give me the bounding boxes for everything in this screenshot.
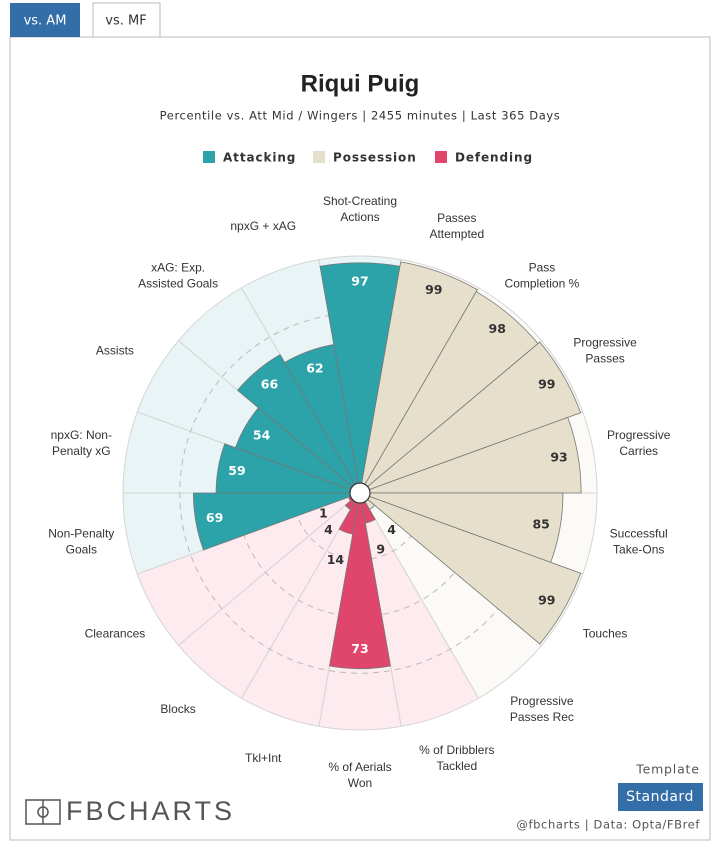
- logo-icon: [25, 799, 61, 825]
- category-label: Passes Rec: [510, 710, 574, 724]
- category-label: Progressive: [510, 694, 574, 708]
- value-label: 73: [351, 641, 368, 656]
- category-label: Progressive: [573, 336, 637, 350]
- category-label: Actions: [340, 210, 379, 224]
- category-label: Passes: [437, 211, 476, 225]
- category-label: Progressive: [607, 428, 671, 442]
- value-label: 59: [228, 463, 245, 478]
- value-label: 98: [489, 321, 506, 336]
- category-label: Tkl+Int: [245, 751, 282, 765]
- category-label: Pass: [529, 260, 556, 274]
- legend-swatch: [203, 151, 215, 163]
- category-label: Non-Penalty: [48, 526, 114, 540]
- template-button-label[interactable]: Standard: [626, 789, 694, 805]
- value-label: 4: [387, 522, 396, 537]
- legend-swatch: [313, 151, 325, 163]
- value-label: 14: [327, 552, 345, 567]
- category-label: Won: [348, 776, 372, 790]
- value-label: 66: [261, 377, 279, 392]
- category-label: Tackled: [436, 759, 477, 773]
- value-label: 1: [319, 506, 328, 521]
- tab-label[interactable]: vs. MF: [105, 14, 146, 29]
- category-label: Penalty xG: [52, 444, 111, 458]
- value-label: 62: [306, 361, 323, 376]
- template-button[interactable]: [618, 783, 703, 811]
- category-label: Attempted: [429, 227, 484, 241]
- legend-label: Attacking: [223, 151, 296, 165]
- tab-active[interactable]: [10, 3, 80, 37]
- value-label: 69: [206, 510, 223, 525]
- logo: FBCHARTS: [66, 796, 235, 826]
- credit: @fbcharts | Data: Opta/FBref: [516, 818, 700, 832]
- value-label: 85: [532, 516, 549, 531]
- category-label: Touches: [583, 627, 628, 641]
- value-label: 97: [351, 273, 368, 288]
- category-label: Clearances: [85, 627, 146, 641]
- legend-label: Defending: [455, 151, 533, 165]
- category-label: % of Aerials: [328, 760, 391, 774]
- legend-label: Possession: [333, 151, 417, 165]
- value-label: 54: [253, 428, 271, 443]
- template-label: Template: [635, 762, 699, 777]
- category-label: Passes: [585, 352, 624, 366]
- chart-title: Riqui Puig: [301, 70, 420, 97]
- category-label: xAG: Exp.: [151, 260, 205, 274]
- category-label: Assists: [96, 344, 134, 358]
- subtitle: Percentile vs. Att Mid / Wingers | 2455 …: [160, 109, 561, 123]
- category-label: npxG + xAG: [230, 219, 296, 233]
- category-label: Shot-Creating: [323, 194, 397, 208]
- category-label: Assisted Goals: [138, 276, 218, 290]
- value-label: 9: [376, 541, 385, 556]
- value-label: 99: [538, 592, 555, 607]
- category-label: Successful: [610, 526, 668, 540]
- value-label: 99: [425, 282, 442, 297]
- value-label: 93: [550, 449, 567, 464]
- value-label: 4: [324, 522, 333, 537]
- category-label: Completion %: [505, 276, 580, 290]
- tab[interactable]: [92, 2, 161, 38]
- category-label: Carries: [619, 444, 658, 458]
- tab-label[interactable]: vs. AM: [24, 14, 67, 29]
- legend-swatch: [435, 151, 447, 163]
- category-label: Blocks: [160, 702, 195, 716]
- category-label: % of Dribblers: [419, 743, 494, 757]
- center-hole: [349, 482, 371, 504]
- value-label: 99: [538, 377, 555, 392]
- category-label: Goals: [66, 542, 97, 556]
- category-label: Take-Ons: [613, 542, 664, 556]
- category-label: npxG: Non-: [51, 428, 112, 442]
